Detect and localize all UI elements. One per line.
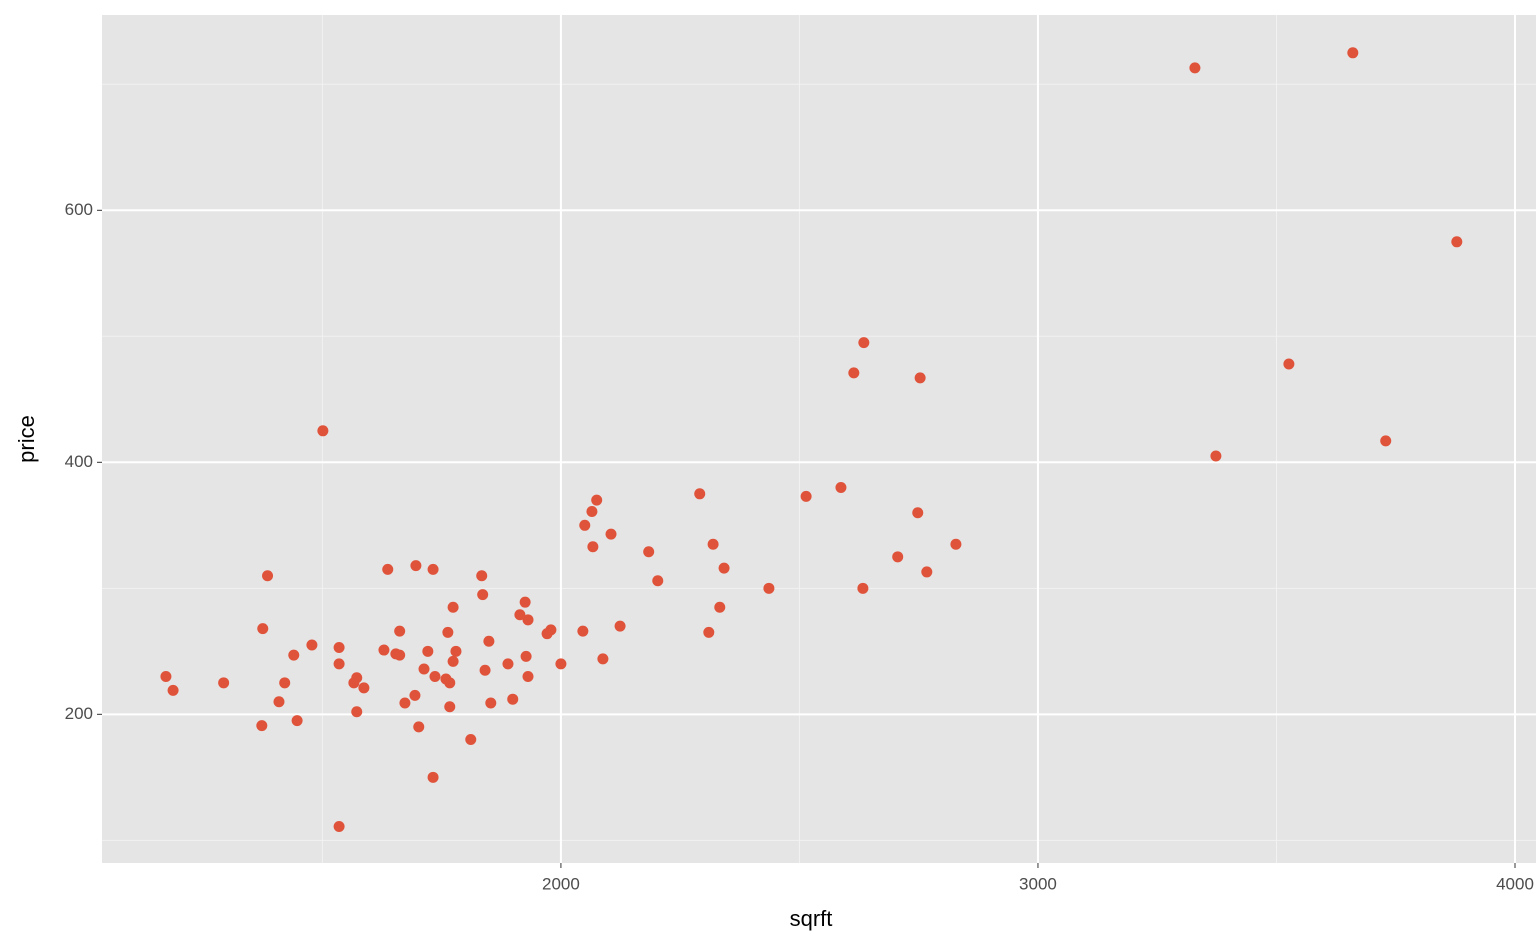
point bbox=[394, 649, 406, 661]
point bbox=[892, 551, 904, 563]
point bbox=[857, 582, 869, 594]
point bbox=[444, 701, 456, 713]
point bbox=[587, 541, 599, 553]
y-tick-label: 600 bbox=[65, 200, 93, 219]
point bbox=[427, 563, 439, 575]
point bbox=[763, 582, 775, 594]
point bbox=[848, 367, 860, 379]
point bbox=[306, 639, 318, 651]
point bbox=[614, 620, 626, 632]
point bbox=[579, 519, 591, 531]
y-tick-label: 400 bbox=[65, 452, 93, 471]
point bbox=[703, 626, 715, 638]
point bbox=[914, 372, 926, 384]
point bbox=[410, 560, 422, 572]
x-axis-title: sqrft bbox=[790, 906, 833, 931]
point bbox=[514, 609, 526, 621]
point bbox=[279, 677, 291, 689]
point bbox=[394, 625, 406, 637]
point bbox=[597, 653, 609, 665]
point bbox=[167, 684, 179, 696]
point bbox=[447, 655, 459, 667]
point bbox=[477, 589, 489, 601]
point bbox=[1347, 47, 1359, 59]
point bbox=[1451, 236, 1463, 248]
point bbox=[718, 562, 730, 574]
point bbox=[921, 566, 933, 578]
point bbox=[652, 575, 664, 587]
x-tick-label: 2000 bbox=[542, 874, 580, 893]
point bbox=[351, 706, 363, 718]
point bbox=[427, 771, 439, 783]
point bbox=[333, 642, 345, 654]
point bbox=[257, 623, 269, 635]
point bbox=[707, 538, 719, 550]
point bbox=[858, 337, 870, 349]
x-tick-label: 3000 bbox=[1019, 874, 1057, 893]
point bbox=[577, 625, 589, 637]
point bbox=[160, 671, 172, 683]
point bbox=[694, 488, 706, 500]
point bbox=[522, 614, 534, 626]
point bbox=[288, 649, 300, 661]
point bbox=[1380, 435, 1392, 447]
point bbox=[522, 671, 534, 683]
point bbox=[413, 721, 425, 733]
point bbox=[450, 645, 462, 657]
point bbox=[378, 644, 390, 656]
point bbox=[502, 658, 514, 670]
y-axis-title: price bbox=[14, 415, 39, 463]
point bbox=[555, 658, 567, 670]
point bbox=[643, 546, 655, 558]
point bbox=[351, 672, 363, 684]
point bbox=[483, 635, 495, 647]
point bbox=[479, 664, 491, 676]
point bbox=[1189, 62, 1201, 74]
point bbox=[835, 482, 847, 494]
point bbox=[520, 650, 532, 662]
point bbox=[1283, 358, 1295, 370]
point bbox=[218, 677, 230, 689]
point bbox=[333, 820, 345, 832]
point bbox=[429, 671, 441, 683]
point bbox=[1210, 450, 1222, 462]
point bbox=[418, 663, 430, 675]
plot-background bbox=[102, 15, 1536, 863]
point bbox=[714, 601, 726, 613]
x-tick-label: 4000 bbox=[1496, 874, 1534, 893]
point bbox=[256, 720, 268, 732]
point bbox=[605, 528, 617, 540]
point bbox=[399, 697, 411, 709]
point bbox=[800, 490, 812, 502]
point bbox=[950, 538, 962, 550]
point bbox=[442, 626, 454, 638]
point bbox=[273, 696, 285, 708]
y-tick-label: 200 bbox=[65, 704, 93, 723]
point bbox=[912, 507, 924, 519]
point bbox=[519, 596, 531, 608]
point bbox=[358, 682, 370, 694]
point bbox=[507, 693, 519, 705]
point bbox=[409, 689, 421, 701]
point bbox=[333, 658, 345, 670]
point bbox=[586, 505, 598, 517]
point bbox=[545, 624, 557, 636]
point bbox=[591, 494, 603, 506]
point bbox=[262, 570, 274, 582]
point bbox=[291, 715, 303, 727]
point bbox=[444, 677, 456, 689]
point bbox=[422, 645, 434, 657]
point bbox=[447, 601, 459, 613]
point bbox=[382, 563, 394, 575]
point bbox=[465, 734, 477, 746]
point bbox=[485, 697, 497, 709]
point bbox=[317, 425, 329, 437]
point bbox=[476, 570, 488, 582]
